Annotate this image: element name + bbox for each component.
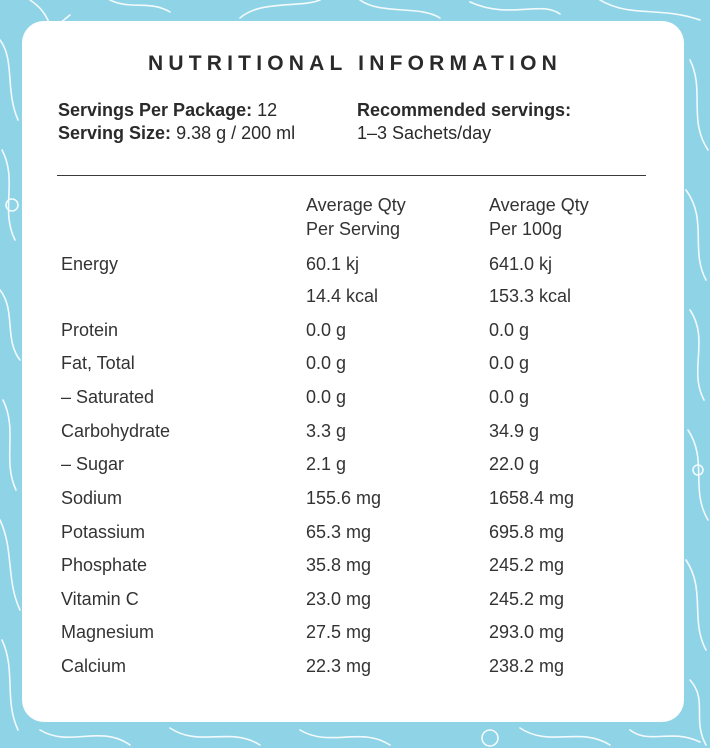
serving-size-label: Serving Size: [58,123,172,143]
recommended-servings-label: Recommended servings: [357,100,572,120]
row-per-serving: 14.4 kcal [306,286,379,306]
row-per-serving: 65.3 mg [306,522,372,542]
row-label: – Saturated [61,387,155,407]
header-per-serving-line2: Per Serving [306,219,401,239]
row-per-serving: 155.6 mg [306,488,382,508]
row-per-100g: 153.3 kcal [489,286,572,306]
row-per-100g: 0.0 g [489,353,530,373]
row-per-serving: 2.1 g [306,454,347,474]
row-per-serving: 60.1 kj [306,254,360,274]
row-label: Sodium [61,488,123,508]
serving-size: Serving Size: 9.38 g / 200 ml [58,122,295,145]
row-per-100g: 238.2 mg [489,656,565,676]
row-label: Carbohydrate [61,421,171,441]
servings-info: Servings Per Package: 12 Serving Size: 9… [58,99,295,145]
row-per-100g: 22.0 g [489,454,540,474]
page-title: NUTRITIONAL INFORMATION [148,52,562,75]
row-label: Phosphate [61,555,148,575]
row-per-serving: 0.0 g [306,387,347,407]
servings-per-package-value: 12 [257,100,278,120]
row-label: Calcium [61,656,127,676]
row-per-100g: 34.9 g [489,421,540,441]
row-per-serving: 3.3 g [306,421,347,441]
row-per-100g: 641.0 kj [489,254,553,274]
row-per-100g: 1658.4 mg [489,488,575,508]
header-per-serving-line1: Average Qty [306,195,406,215]
servings-per-package-label: Servings Per Package: [58,100,253,120]
row-label: Magnesium [61,622,155,642]
row-per-100g: 0.0 g [489,320,530,340]
row-label: Protein [61,320,119,340]
row-per-100g: 245.2 mg [489,589,565,609]
row-label: Fat, Total [61,353,135,373]
recommended-servings-value: 1–3 Sachets/day [357,123,492,143]
row-per-100g: 293.0 mg [489,622,565,642]
nutrition-card [22,21,684,722]
row-per-100g: 0.0 g [489,387,530,407]
servings-per-package: Servings Per Package: 12 [58,99,295,122]
header-per-100g: Average Qty Per 100g [489,193,589,241]
row-per-serving: 0.0 g [306,353,347,373]
row-label: – Sugar [61,454,125,474]
header-per-100g-line2: Per 100g [489,219,563,239]
row-per-serving: 0.0 g [306,320,347,340]
row-label: Potassium [61,522,146,542]
header-per-serving: Average Qty Per Serving [306,193,406,241]
serving-size-value: 9.38 g / 200 ml [176,123,296,143]
row-label: Energy [61,254,119,274]
divider [57,175,646,176]
row-per-serving: 35.8 mg [306,555,372,575]
row-per-100g: 245.2 mg [489,555,565,575]
recommended-servings: Recommended servings: 1–3 Sachets/day [357,99,571,145]
row-per-serving: 22.3 mg [306,656,372,676]
row-per-100g: 695.8 mg [489,522,565,542]
header-per-100g-line1: Average Qty [489,195,589,215]
row-per-serving: 23.0 mg [306,589,372,609]
row-label: Vitamin C [61,589,139,609]
row-per-serving: 27.5 mg [306,622,372,642]
